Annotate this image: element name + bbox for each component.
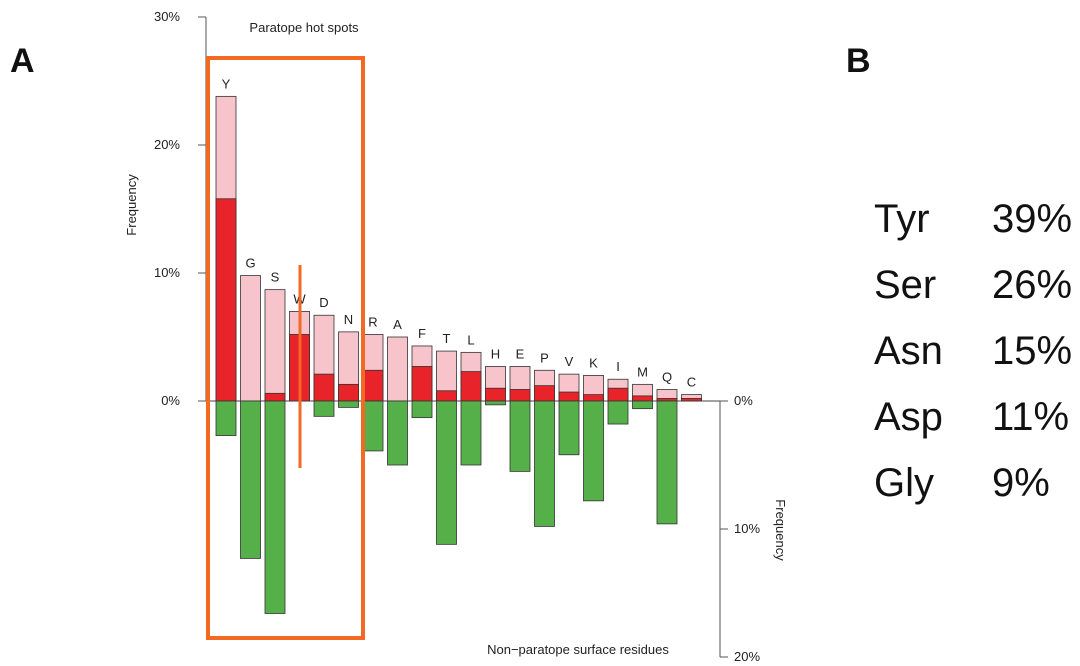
bar-nonparatope-R xyxy=(362,400,384,452)
category-label-H: H xyxy=(491,346,500,361)
residue-name: Tyr xyxy=(874,196,930,241)
stat-row-tyr: Tyr 39% xyxy=(874,186,1080,252)
bar-hotspot-K xyxy=(583,394,604,402)
bar-nonparatope-G xyxy=(240,400,261,559)
bar-nonparatope-A xyxy=(387,400,408,466)
y-tick-label-bottom: 10% xyxy=(734,521,760,536)
bar-nonparatope-P xyxy=(534,400,555,527)
bar-nonparatope-S xyxy=(264,400,286,614)
category-label-Y: Y xyxy=(222,76,231,91)
residue-name: Gly xyxy=(874,460,934,505)
residue-percent: 11% xyxy=(992,394,1070,439)
category-label-D: D xyxy=(319,295,328,310)
residue-frequency-list: Tyr 39% Ser 26% Asn 15% Asp 11% Gly 9% xyxy=(874,186,1080,516)
y-tick-label-top: 20% xyxy=(154,137,180,152)
bar-hotspot-R xyxy=(362,369,384,402)
bar-hotspot-N xyxy=(338,383,359,402)
bar-nonparatope-K xyxy=(583,400,604,502)
bar-nonparatope-Y xyxy=(215,400,237,436)
bar-nonparatope-H xyxy=(485,400,506,406)
category-label-C: C xyxy=(687,375,696,390)
bar-hotspot-T xyxy=(436,390,457,402)
y-axis-label-top: Frequency xyxy=(124,174,139,236)
hotspot-highlight-box xyxy=(206,56,365,640)
bar-hotspot-S xyxy=(264,392,286,402)
bar-hotspot-H xyxy=(485,387,506,402)
stat-row-asp: Asp 11% xyxy=(874,384,1080,450)
category-label-V: V xyxy=(565,354,574,369)
bar-hotspot-Y xyxy=(215,198,237,402)
chart-title-bottom: Non−paratope surface residues xyxy=(487,642,669,657)
category-label-G: G xyxy=(245,256,255,271)
category-label-A: A xyxy=(393,317,402,332)
bar-nonparatope-D xyxy=(313,400,335,417)
panel-a-label: A xyxy=(10,42,35,80)
bar-hotspot-E xyxy=(509,389,531,402)
residue-percent: 9% xyxy=(992,460,1050,505)
chart-title-top: Paratope hot spots xyxy=(249,20,359,35)
category-label-R: R xyxy=(368,314,377,329)
residue-name: Ser xyxy=(874,262,937,307)
bar-total-S xyxy=(264,289,286,402)
residue-percent: 26% xyxy=(992,262,1073,307)
bar-total-G xyxy=(240,275,261,402)
residue-percent: 39% xyxy=(992,196,1073,241)
category-label-M: M xyxy=(637,364,648,379)
y-tick-label-top: 10% xyxy=(154,265,180,280)
bar-nonparatope-I xyxy=(607,400,629,425)
residue-name: Asp xyxy=(874,394,943,439)
bar-hotspot-V xyxy=(558,391,580,402)
bar-nonparatope-M xyxy=(632,400,653,410)
category-label-F: F xyxy=(418,326,426,341)
bar-hotspot-P xyxy=(534,385,555,402)
category-label-L: L xyxy=(467,332,474,347)
category-label-K: K xyxy=(589,355,598,370)
panel-b-label: B xyxy=(846,42,871,80)
y-axis-label-bottom: Frequency xyxy=(773,499,788,561)
bar-hotspot-L xyxy=(460,371,482,402)
category-label-P: P xyxy=(540,350,549,365)
bar-nonparatope-V xyxy=(558,400,580,456)
category-label-T: T xyxy=(443,331,451,346)
bar-nonparatope-Q xyxy=(656,400,678,525)
bar-hotspot-I xyxy=(607,387,629,402)
y-tick-label-bottom: 20% xyxy=(734,649,760,664)
y-tick-label-top: 30% xyxy=(154,9,180,24)
bar-hotspot-D xyxy=(313,373,335,402)
category-label-N: N xyxy=(344,312,353,327)
bar-nonparatope-F xyxy=(411,400,433,419)
bar-nonparatope-T xyxy=(436,400,457,545)
stat-row-gly: Gly 9% xyxy=(874,450,1080,516)
bar-nonparatope-E xyxy=(509,400,531,472)
y-tick-label-bottom: 0% xyxy=(734,393,753,408)
bar-hotspot-M xyxy=(632,395,653,402)
category-label-Q: Q xyxy=(662,369,672,384)
category-label-I: I xyxy=(616,359,620,374)
bar-nonparatope-N xyxy=(338,400,359,408)
bar-hotspot-C xyxy=(681,398,702,402)
bar-total-A xyxy=(387,336,408,402)
residue-percent: 15% xyxy=(992,328,1073,373)
stat-row-asn: Asn 15% xyxy=(874,318,1080,384)
bar-nonparatope-L xyxy=(460,400,482,466)
residue-name: Asn xyxy=(874,328,943,373)
stat-row-ser: Ser 26% xyxy=(874,252,1080,318)
category-label-E: E xyxy=(516,346,525,361)
category-label-S: S xyxy=(271,270,280,285)
bar-hotspot-F xyxy=(411,366,433,402)
y-tick-label-top: 0% xyxy=(161,393,180,408)
